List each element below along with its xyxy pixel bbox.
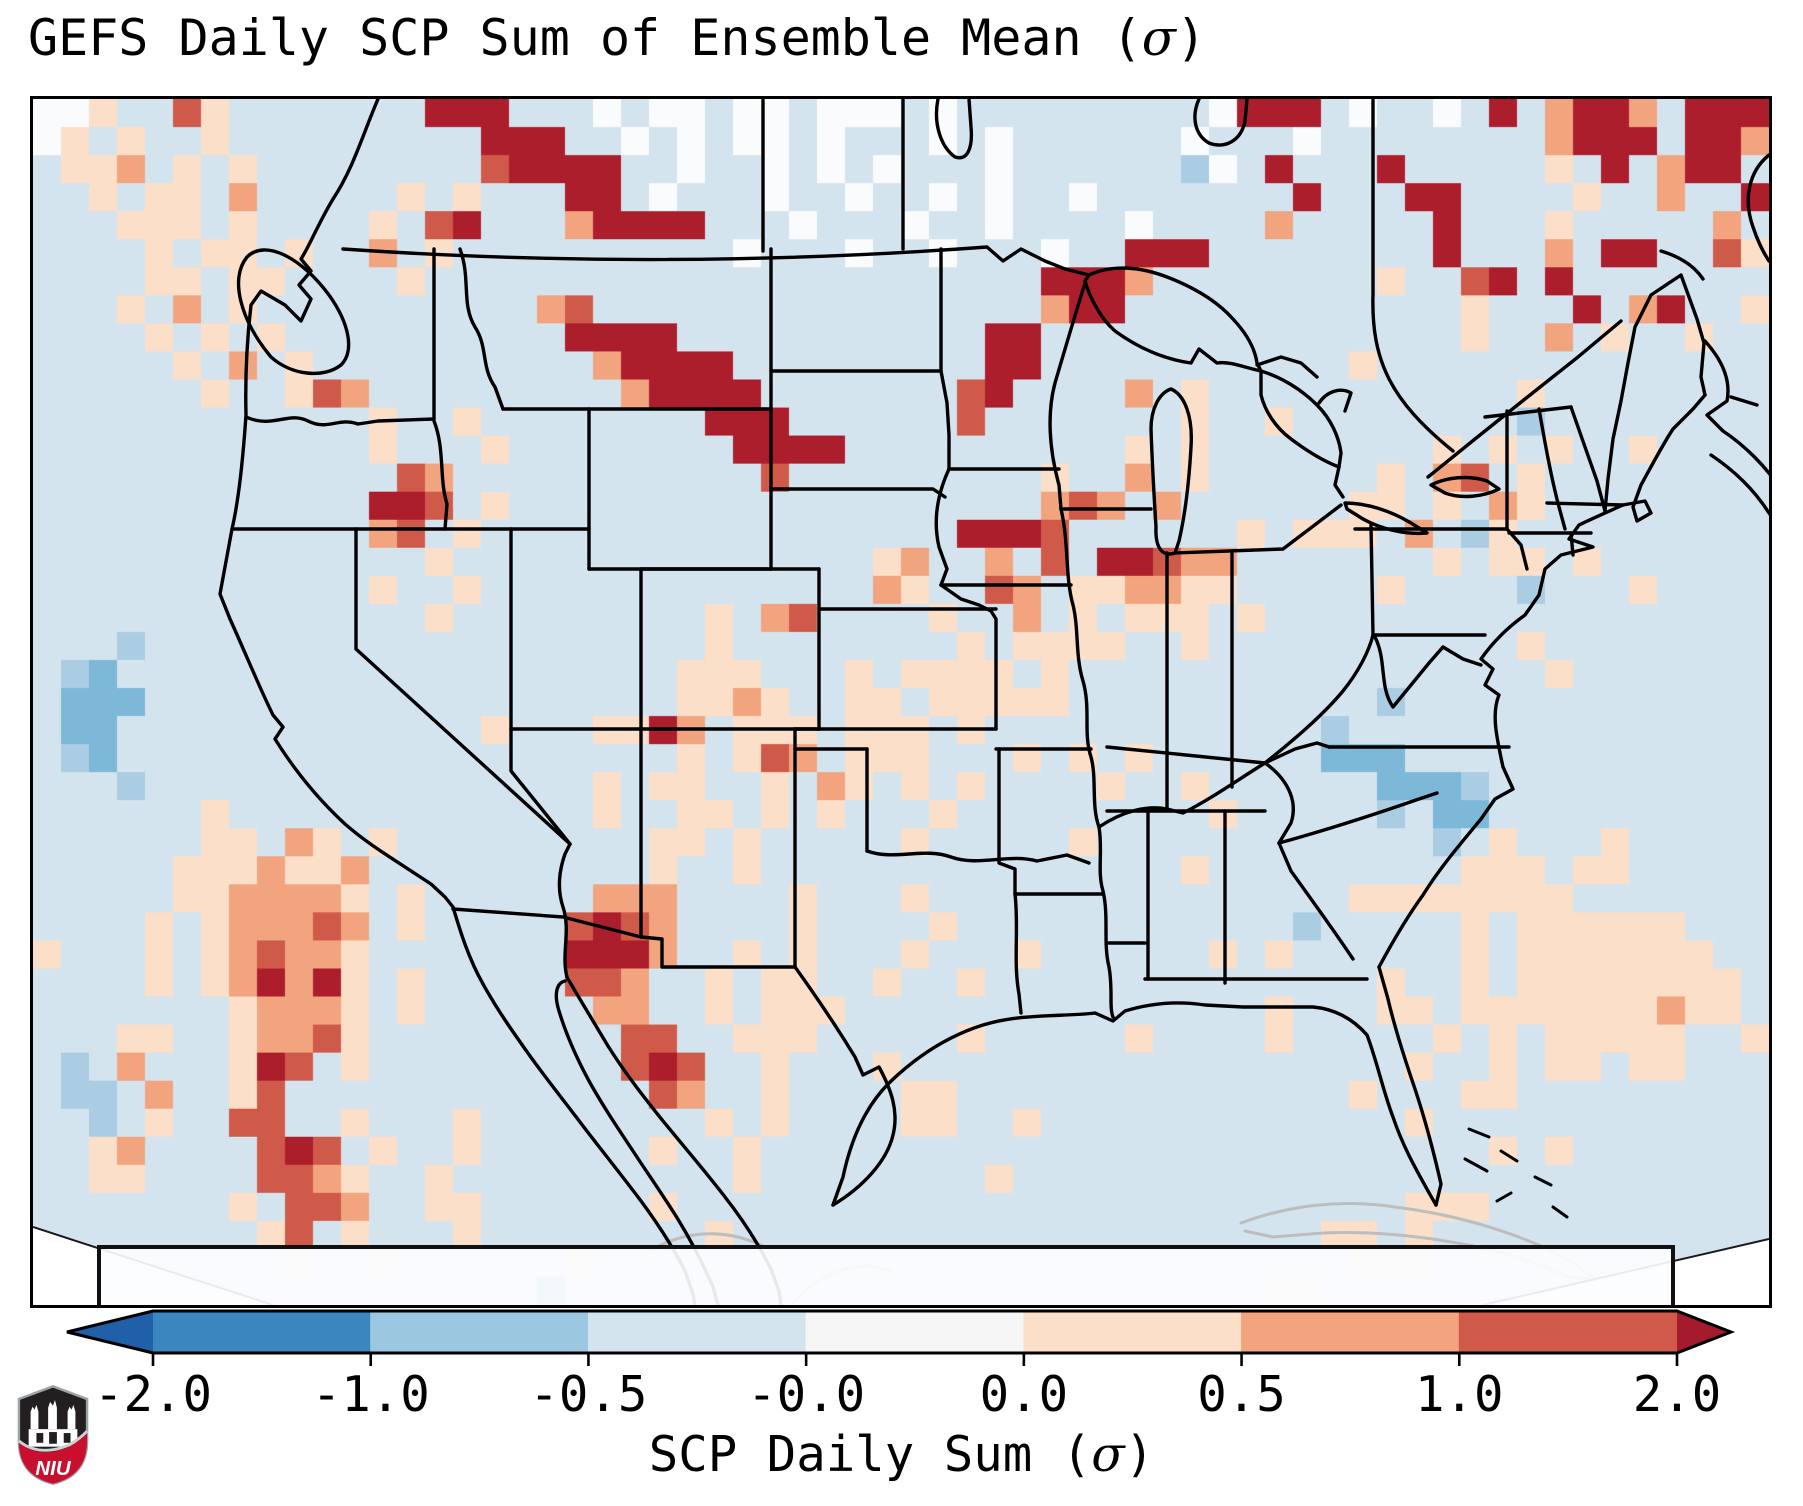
- scp-heatmap-grid: [33, 99, 1769, 1305]
- colorbar-ticks: [151, 1353, 1679, 1366]
- colorbar-segment: [152, 1311, 372, 1353]
- colorbar-segment: [1241, 1311, 1460, 1353]
- colorbar-axis-label-text: SCP Daily Sum (: [648, 1426, 1092, 1483]
- colorbar-extend-left: [67, 1311, 153, 1353]
- colorbar-segments: [152, 1311, 1678, 1353]
- validity-info-box: Valid: 2025-12-28 12:00 UTC to 2025-12-2…: [97, 1245, 1675, 1305]
- figure-title-close: ): [1175, 9, 1207, 67]
- colorbar: [66, 1309, 1736, 1366]
- banner-divider: [17, 1430, 89, 1452]
- colorbar-sigma-symbol: σ: [1091, 1426, 1125, 1483]
- colorbar-tick-label: 1.0: [1415, 1366, 1504, 1423]
- niu-logo-text: NIU: [35, 1457, 71, 1480]
- sigma-symbol: σ: [1141, 9, 1176, 67]
- castle-windows: [36, 1432, 71, 1444]
- niu-banner: [18, 1433, 88, 1484]
- colorbar-tick-label: 2.0: [1632, 1366, 1722, 1423]
- colorbar-axis-label-close: ): [1124, 1426, 1155, 1483]
- map-boundaries: [33, 99, 1769, 1305]
- colorbar-tick-label: 0.0: [979, 1366, 1069, 1423]
- niu-logo: NIU: [17, 1385, 89, 1485]
- colorbar-tick-label: -1.0: [311, 1366, 430, 1423]
- colorbar-segment: [1458, 1311, 1678, 1353]
- colorbar-segment: [587, 1311, 807, 1353]
- colorbar-tick-labels: -2.0 -1.0 -0.5 -0.0 0.0 0.5 1.0 2.0: [0, 1366, 1803, 1423]
- primary-boundaries: [218, 99, 1769, 1305]
- colorbar-axis-label: SCP Daily Sum (σ): [0, 1426, 1803, 1483]
- colorbar-tick-label: -0.0: [747, 1366, 866, 1423]
- colorbar-extend-right: [1677, 1311, 1731, 1353]
- colorbar-tick-label: 0.5: [1197, 1366, 1286, 1423]
- figure-title: GEFS Daily SCP Sum of Ensemble Mean (σ): [28, 8, 1206, 68]
- colorbar-segment: [1023, 1311, 1243, 1353]
- colorbar-tick-label: -2.0: [93, 1366, 213, 1423]
- figure-title-text: GEFS Daily SCP Sum of Ensemble Mean (: [28, 9, 1142, 67]
- colorbar-segment: [370, 1311, 589, 1353]
- colorbar-segment: [805, 1311, 1025, 1353]
- colorbar-tick-label: -0.5: [529, 1366, 648, 1423]
- map-panel: Valid: 2025-12-28 12:00 UTC to 2025-12-2…: [30, 96, 1772, 1308]
